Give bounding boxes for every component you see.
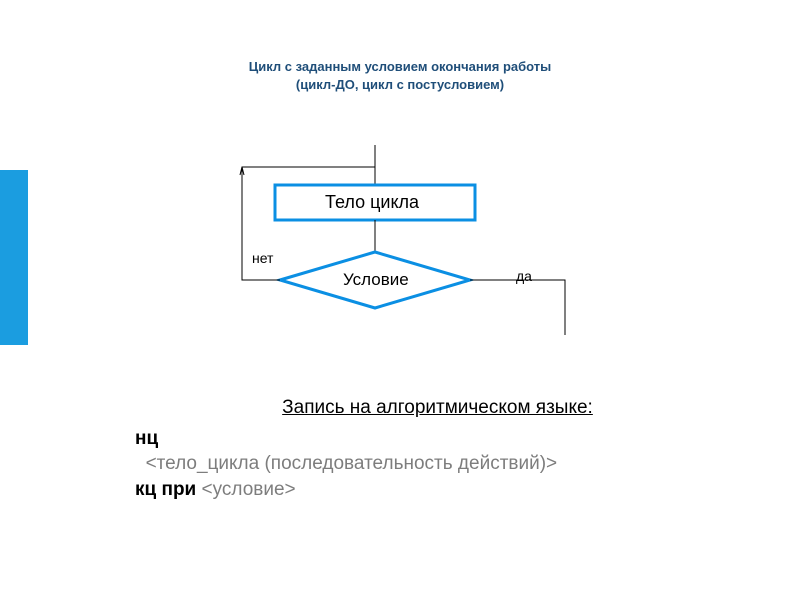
title-line-2: (цикл-ДО, цикл с постусловием)	[100, 76, 700, 94]
node-body-label: Тело цикла	[325, 192, 419, 213]
left-accent-bar	[0, 170, 28, 345]
flowchart: Тело цикла Условие нет да	[170, 145, 630, 345]
page-title: Цикл с заданным условием окончания работ…	[100, 58, 700, 94]
node-condition-label: Условие	[343, 270, 409, 290]
algo-line-kc: кц при <условие>	[135, 477, 740, 503]
edge-label-no: нет	[252, 250, 273, 266]
algo-title: Запись на алгоритмическом языке:	[135, 395, 740, 421]
algo-kc-gray: <условие>	[202, 479, 296, 500]
algo-line-body: <тело_цикла (последовательность действий…	[135, 451, 740, 477]
algo-line-nc: нц	[135, 426, 740, 452]
algorithmic-notation: Запись на алгоритмическом языке: нц <тел…	[135, 395, 740, 503]
edge-label-yes: да	[516, 268, 532, 284]
algo-body-text: <тело_цикла (последовательность действий…	[135, 453, 557, 474]
edge-yes-exit	[470, 280, 565, 335]
flowchart-svg	[170, 145, 630, 345]
algo-kc-bold: кц при	[135, 479, 202, 500]
title-line-1: Цикл с заданным условием окончания работ…	[100, 58, 700, 76]
